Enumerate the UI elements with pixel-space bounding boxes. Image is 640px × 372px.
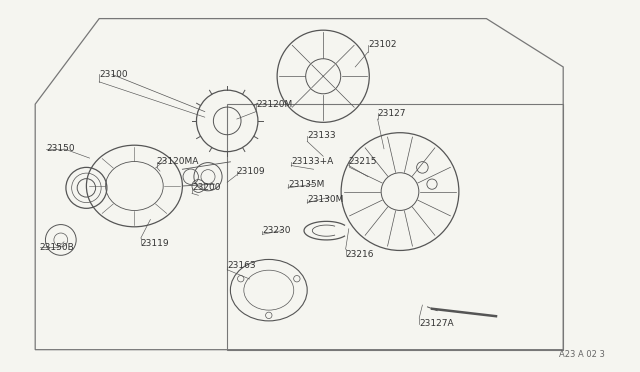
Text: 23109: 23109	[237, 167, 266, 176]
Text: 23127: 23127	[378, 109, 406, 118]
Text: 23133: 23133	[307, 131, 336, 140]
Text: 23102: 23102	[368, 40, 397, 49]
Text: 23119: 23119	[141, 239, 170, 248]
Text: 23100: 23100	[99, 70, 128, 79]
Text: 23216: 23216	[346, 250, 374, 259]
Text: 23120M: 23120M	[256, 100, 292, 109]
Text: 23150B: 23150B	[40, 243, 74, 252]
Text: 23150: 23150	[46, 144, 75, 153]
Text: 23135M: 23135M	[288, 180, 324, 189]
Text: 23215: 23215	[349, 157, 378, 166]
Text: 23230: 23230	[262, 226, 291, 235]
Text: 23120MA: 23120MA	[157, 157, 199, 166]
Text: 23127A: 23127A	[419, 319, 454, 328]
Text: 23133+A: 23133+A	[291, 157, 333, 166]
Text: 23200: 23200	[192, 183, 221, 192]
Text: 23130M: 23130M	[307, 195, 344, 203]
Text: 23163: 23163	[227, 262, 256, 270]
Text: A23 A 02 3: A23 A 02 3	[559, 350, 605, 359]
